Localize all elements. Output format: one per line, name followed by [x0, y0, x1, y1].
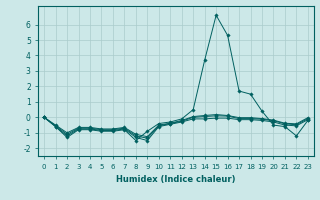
X-axis label: Humidex (Indice chaleur): Humidex (Indice chaleur) — [116, 175, 236, 184]
